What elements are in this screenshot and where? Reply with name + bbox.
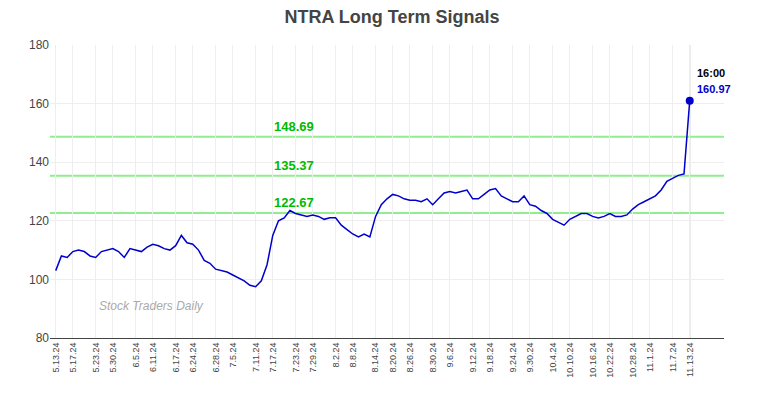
svg-text:122.67: 122.67 [274,195,314,210]
svg-text:11.7.24: 11.7.24 [668,343,678,372]
svg-text:16:00: 16:00 [697,67,725,79]
svg-text:100: 100 [29,273,49,287]
svg-text:8.26.24: 8.26.24 [405,343,415,373]
svg-text:7.5.24: 7.5.24 [228,343,238,368]
svg-text:120: 120 [29,214,49,228]
svg-text:140: 140 [29,155,49,169]
svg-text:180: 180 [29,38,49,52]
svg-text:8.14.24: 8.14.24 [371,343,381,373]
svg-text:10.28.24: 10.28.24 [628,343,638,378]
svg-text:9.30.24: 9.30.24 [525,343,535,373]
svg-text:Stock Traders Daily: Stock Traders Daily [99,299,204,313]
svg-text:5.13.24: 5.13.24 [51,343,61,373]
svg-text:80: 80 [36,331,50,345]
svg-text:8.8.24: 8.8.24 [348,343,358,368]
svg-text:6.5.24: 6.5.24 [131,343,141,368]
svg-text:135.37: 135.37 [274,158,314,173]
svg-text:10.16.24: 10.16.24 [588,343,598,378]
svg-text:10.22.24: 10.22.24 [605,343,615,378]
svg-text:9.24.24: 9.24.24 [508,343,518,373]
svg-text:11.1.24: 11.1.24 [645,343,655,372]
svg-text:7.29.24: 7.29.24 [308,343,318,373]
svg-text:8.2.24: 8.2.24 [331,343,341,368]
svg-text:7.23.24: 7.23.24 [291,343,301,373]
svg-text:160.97: 160.97 [697,83,731,95]
svg-text:6.24.24: 6.24.24 [188,343,198,373]
svg-text:NTRA Long Term Signals: NTRA Long Term Signals [284,7,499,27]
svg-text:148.69: 148.69 [274,119,314,134]
svg-text:8.20.24: 8.20.24 [388,343,398,373]
svg-text:7.17.24: 7.17.24 [268,343,278,373]
svg-text:6.11.24: 6.11.24 [148,343,158,372]
svg-text:5.23.24: 5.23.24 [91,343,101,373]
svg-text:9.18.24: 9.18.24 [485,343,495,373]
svg-text:9.12.24: 9.12.24 [468,343,478,373]
svg-text:5.17.24: 5.17.24 [68,343,78,373]
svg-text:6.28.24: 6.28.24 [211,343,221,373]
svg-text:9.6.24: 9.6.24 [445,343,455,368]
svg-text:7.11.24: 7.11.24 [251,343,261,372]
svg-text:11.13.24: 11.13.24 [685,343,695,377]
svg-text:5.30.24: 5.30.24 [108,343,118,373]
svg-text:160: 160 [29,97,49,111]
svg-text:6.17.24: 6.17.24 [171,343,181,373]
svg-text:10.10.24: 10.10.24 [565,343,575,378]
svg-text:8.30.24: 8.30.24 [428,343,438,373]
svg-text:10.4.24: 10.4.24 [548,343,558,373]
